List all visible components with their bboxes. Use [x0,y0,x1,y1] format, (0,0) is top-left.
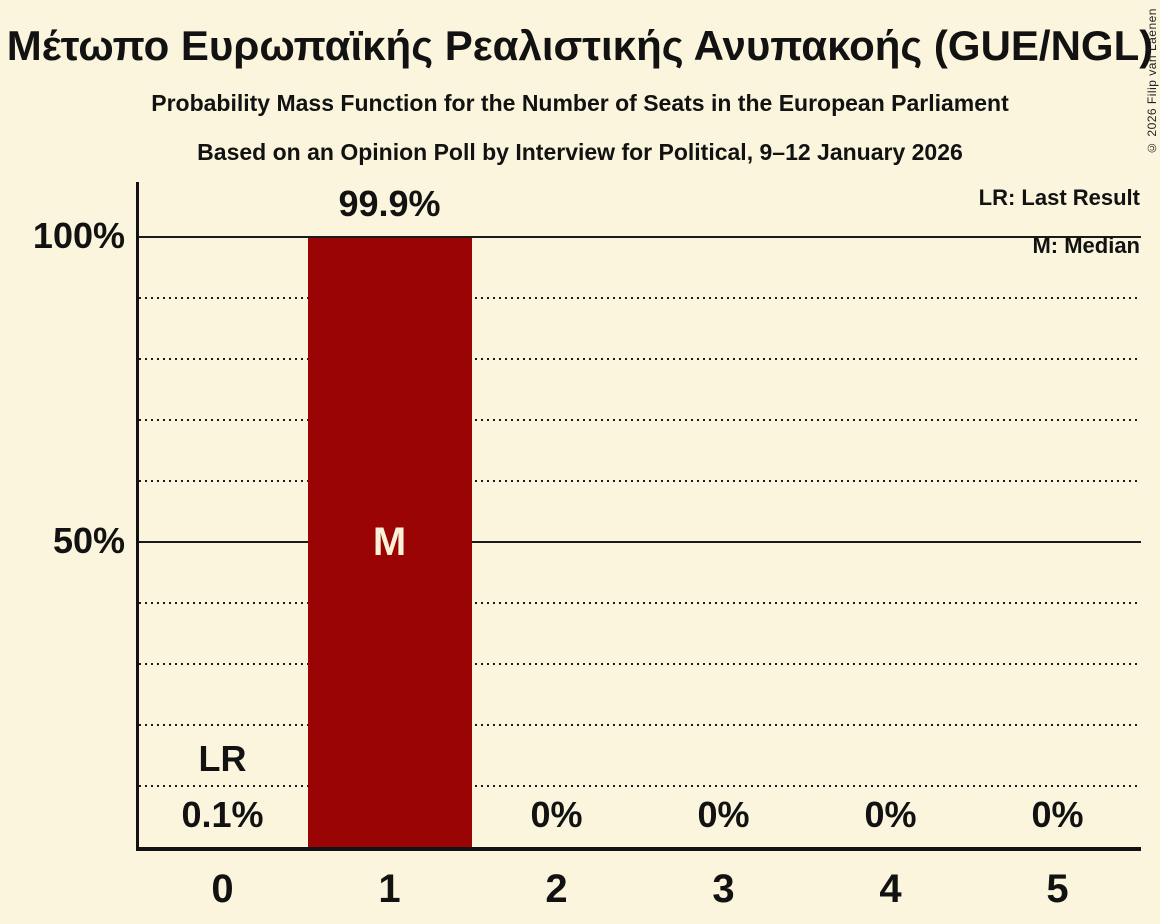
bar-value-label: 0% [864,794,917,835]
gridline-dotted [139,724,1141,726]
x-axis-label: 4 [879,867,902,911]
bar-value-label: 0% [1031,794,1084,835]
gridline-dotted [139,602,1141,604]
x-axis-label: 5 [1046,867,1069,911]
gridline-dotted [139,480,1141,482]
legend-last-result: LR: Last Result [978,185,1140,210]
gridline-dotted [139,663,1141,665]
page-title: Μέτωπο Ευρωπαϊκής Ρεαλιστικής Ανυπακοής … [6,22,1154,69]
gridline-dotted [139,358,1141,360]
y-axis-tick-label: 100% [32,215,125,256]
chart-subtitle-pmf: Probability Mass Function for the Number… [151,90,1009,116]
bar-value-label: 0% [697,794,750,835]
pmf-bar [307,237,472,847]
gridline-solid [139,236,1141,238]
gridline-solid [139,541,1141,543]
y-axis-tick-label: 50% [52,520,125,561]
legend-median: M: Median [1032,233,1140,258]
x-axis-label: 1 [378,867,401,911]
bar-value-label: 99.9% [338,182,441,224]
gridline-dotted [139,785,1141,787]
last-result-marker: LR [198,738,247,779]
gridline-dotted [139,297,1141,299]
median-marker: M [372,520,407,564]
bar-value-label: 0.1% [181,794,264,835]
x-axis-label: 2 [545,867,568,911]
gridline-dotted [139,419,1141,421]
copyright-text: © 2026 Filip van Laenen [1145,8,1159,155]
chart-subtitle-poll: Based on an Opinion Poll by Interview fo… [197,139,963,165]
plot-area: 0.1% 0 99.9% 1 0% 2 0% 3 0% 4 0% 5 M LR [136,182,1141,909]
x-axis-label: 3 [712,867,735,911]
x-axis-label: 0 [211,867,234,911]
bar-value-label: 0% [530,794,583,835]
